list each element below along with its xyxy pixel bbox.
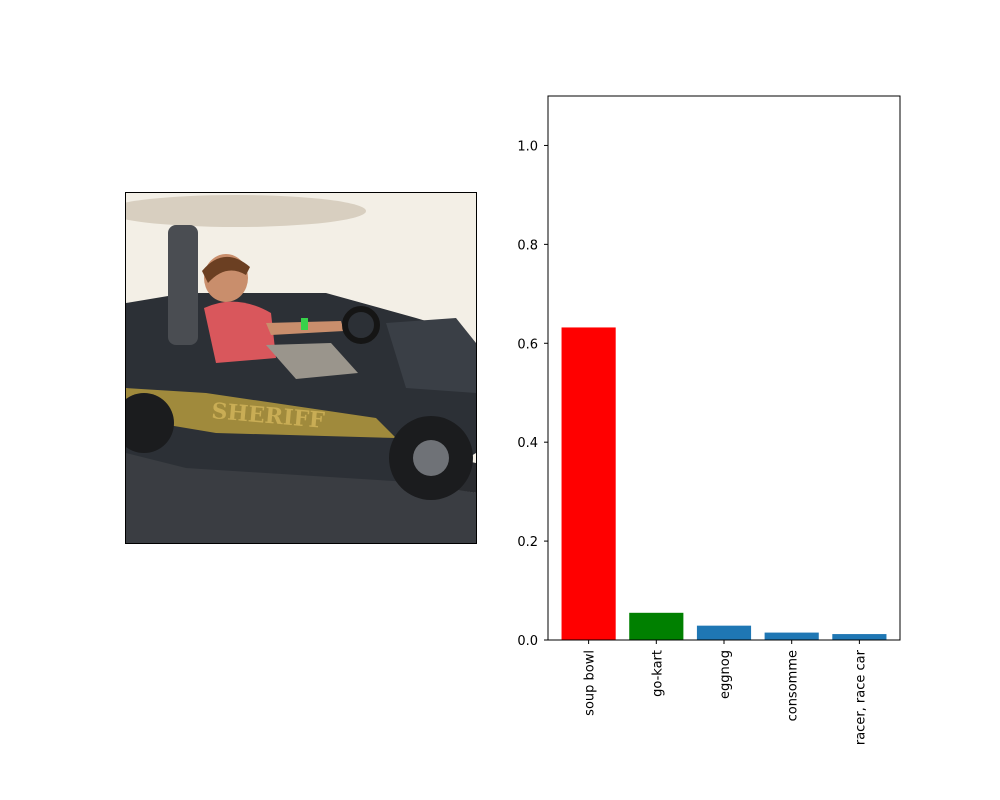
- steering-wheel: [342, 306, 380, 344]
- kart-stripe: [126, 388, 396, 438]
- bar-eggnog: [696, 625, 752, 640]
- wristband: [301, 318, 308, 330]
- y-axis: 0.0 0.2 0.4 0.6 0.8 1.0: [517, 139, 548, 649]
- kart-seat: [168, 225, 198, 345]
- front-wheel-hub: [413, 440, 449, 476]
- boy-hair: [202, 256, 250, 283]
- boy-shorts: [266, 343, 358, 379]
- x-tick-label: go-kart: [650, 650, 665, 697]
- boy-shirt: [204, 301, 276, 363]
- bar-group: [561, 327, 887, 640]
- y-tick-label: 0.8: [517, 238, 538, 253]
- y-tick-label: 0.6: [517, 337, 538, 352]
- bar-go-kart: [629, 612, 684, 640]
- bar-soup-bowl: [561, 327, 616, 640]
- y-tick-label: 1.0: [517, 139, 538, 154]
- rear-wheel: [126, 393, 174, 453]
- y-tick-label: 0.0: [517, 634, 538, 649]
- bar-racer-race-car: [832, 634, 887, 640]
- photo-wheel-top: [126, 195, 366, 227]
- x-tick-label: consomme: [786, 650, 801, 721]
- x-tick-label: soup bowl: [583, 650, 598, 716]
- bar-consomme: [764, 632, 819, 640]
- input-photo: SHERIFF: [125, 192, 477, 544]
- x-tick-label: racer, race car: [853, 649, 868, 745]
- x-axis: soup bowl go-kart eggnog consomme racer, rac…: [583, 640, 868, 745]
- kart-nose: [386, 318, 476, 393]
- x-tick-label: eggnog: [718, 650, 733, 699]
- y-tick-label: 0.2: [517, 535, 538, 550]
- y-tick-label: 0.4: [517, 436, 538, 451]
- go-kart-photo: SHERIFF: [126, 193, 476, 543]
